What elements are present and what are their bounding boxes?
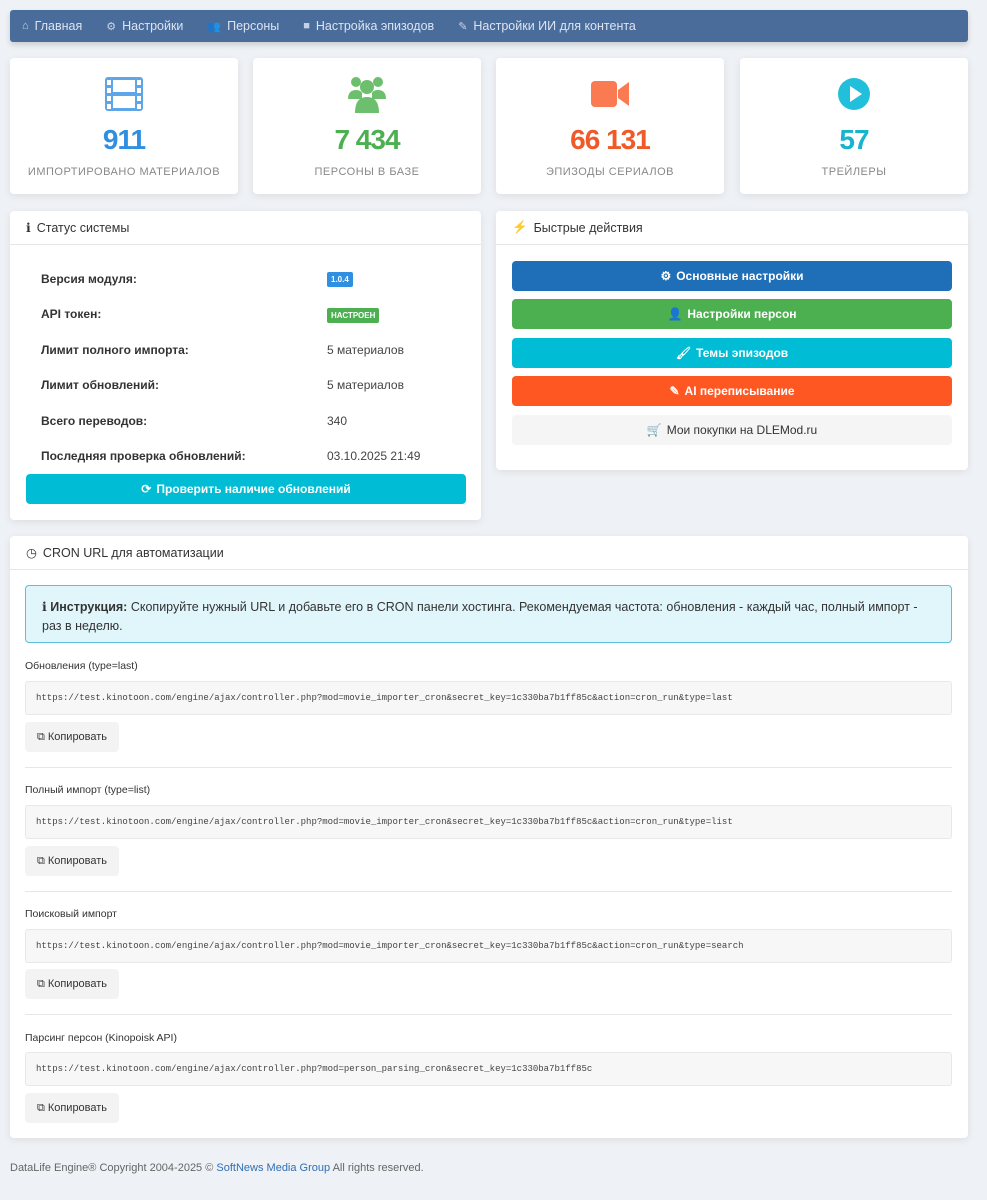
nav-episodes[interactable]: ■ Настройка эпизодов [303, 19, 435, 33]
status-panel: ℹ Статус системы Версия модуля: 1.0.4 API… [10, 211, 481, 520]
cron-panel: ◷ CRON URL для автоматизации ℹ Инструкция… [10, 536, 968, 1138]
copy-button[interactable]: ⧉ Копировать [25, 846, 119, 876]
panel-title: Статус системы [36, 220, 130, 235]
token-status-badge: НАСТРОЕН [327, 308, 380, 323]
main-settings-button[interactable]: ⚙ Основные настройки [512, 261, 952, 291]
footer: DataLife Engine® Copyright 2004-2025 © S… [10, 1162, 424, 1174]
edit-icon: ✎ [458, 20, 468, 33]
copy-icon: ⧉ [36, 977, 45, 990]
home-icon: ⌂ [22, 20, 29, 32]
panel-title: CRON URL для автоматизации [42, 545, 224, 560]
version-badge: 1.0.4 [327, 272, 353, 287]
brush-icon: 🖌 [675, 346, 692, 360]
copy-icon: ⧉ [36, 1101, 45, 1114]
top-nav: ⌂ Главная ⚙ Настройки 👥 Персоны ■ Настройка … [10, 10, 968, 42]
instruction-alert: ℹ Инструкция: Скопируйте нужный URL и до… [25, 585, 952, 643]
cron-url-field[interactable]: https://test.kinotoon.com/engine/ajax/co… [25, 681, 952, 715]
bolt-icon: ⚡ [512, 220, 528, 234]
copy-button[interactable]: ⧉ Копировать [25, 1093, 119, 1123]
stat-persons: 7 434 ПЕРСОНЫ В БАЗЕ [253, 58, 481, 194]
my-purchases-button[interactable]: 🛒 Мои покупки на DLEMod.ru [512, 415, 952, 445]
user-icon: 👤 [667, 307, 683, 321]
panel-title: Быстрые действия [533, 220, 643, 235]
users-icon: 👥 [207, 20, 222, 33]
stat-imported: 911 ИМПОРТИРОВАНО МАТЕРИАЛОВ [10, 58, 238, 194]
softnews-link[interactable]: SoftNews Media Group [216, 1162, 331, 1174]
stat-episodes: 66 131 ЭПИЗОДЫ СЕРИАЛОВ [496, 58, 724, 194]
video-icon: ■ [303, 20, 310, 32]
nav-persons[interactable]: 👥 Персоны [207, 19, 280, 33]
episode-themes-button[interactable]: 🖌 Темы эпизодов [512, 338, 952, 368]
nav-ai-settings[interactable]: ✎ Настройки ИИ для контента [458, 19, 636, 33]
person-settings-button[interactable]: 👤 Настройки персон [512, 299, 952, 329]
refresh-icon: ⟳ [141, 482, 152, 496]
stat-trailers: 57 ТРЕЙЛЕРЫ [740, 58, 968, 194]
info-icon: ℹ [42, 600, 51, 614]
cron-url-field[interactable]: https://test.kinotoon.com/engine/ajax/co… [25, 1052, 952, 1086]
cogs-icon: ⚙ [106, 20, 117, 33]
cron-url-field[interactable]: https://test.kinotoon.com/engine/ajax/co… [25, 805, 952, 839]
copy-button[interactable]: ⧉ Копировать [25, 722, 119, 752]
quick-actions-panel: ⚡ Быстрые действия ⚙ Основные настройки 👤 Н… [496, 211, 968, 470]
video-camera-icon [496, 74, 724, 114]
users-icon [253, 74, 481, 114]
nav-home[interactable]: ⌂ Главная [22, 19, 83, 33]
nav-settings[interactable]: ⚙ Настройки [106, 19, 184, 33]
copy-icon: ⧉ [36, 730, 45, 743]
cogs-icon: ⚙ [660, 269, 672, 283]
ai-rewrite-button[interactable]: ✎ AI переписывание [512, 376, 952, 406]
copy-icon: ⧉ [36, 854, 45, 867]
film-icon [10, 74, 238, 114]
copy-button[interactable]: ⧉ Копировать [25, 969, 119, 999]
info-icon: ℹ [26, 221, 31, 235]
cron-url-field[interactable]: https://test.kinotoon.com/engine/ajax/co… [25, 929, 952, 963]
check-updates-button[interactable]: ⟳ Проверить наличие обновлений [26, 474, 466, 504]
edit-icon: ✎ [669, 384, 680, 398]
play-circle-icon [740, 74, 968, 114]
clock-icon: ◷ [26, 546, 37, 560]
cart-icon: 🛒 [646, 423, 662, 437]
